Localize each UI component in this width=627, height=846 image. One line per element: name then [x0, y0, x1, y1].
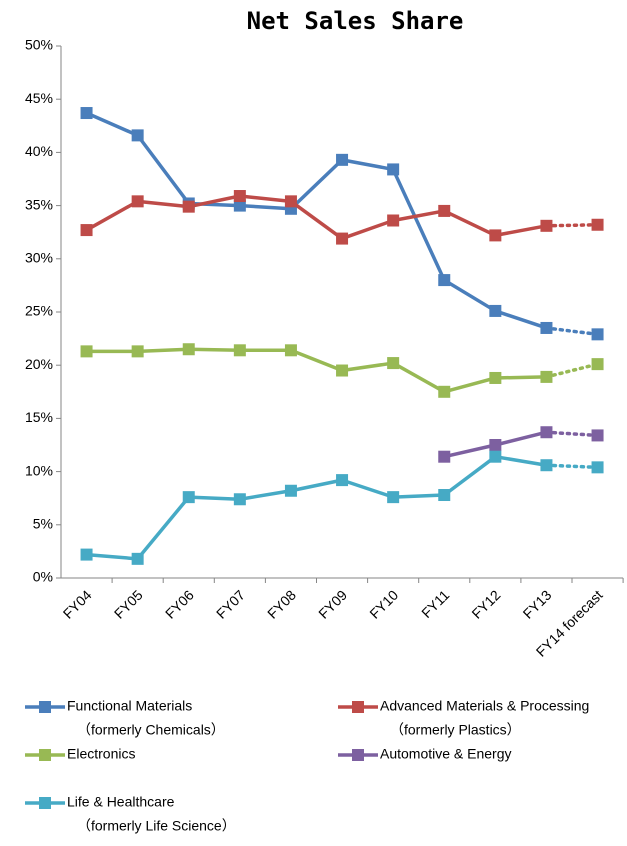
y-tick-label: 40%: [25, 143, 53, 159]
marker: [591, 218, 604, 231]
x-tick-label: FY12: [468, 587, 503, 622]
y-tick-label: 50%: [25, 37, 53, 53]
marker: [284, 195, 297, 208]
legend-label: Functional Materials: [67, 698, 192, 714]
series-line: [86, 347, 547, 394]
y-tick-label: 5%: [33, 516, 53, 532]
legend-marker: [352, 749, 364, 761]
marker: [387, 163, 400, 176]
marker: [438, 450, 451, 463]
series-line: [86, 454, 547, 561]
legend-sublabel: （formerly Plastics）: [390, 722, 521, 738]
forecast-line: [544, 326, 600, 337]
x-tick-label: FY10: [366, 587, 401, 622]
marker: [233, 190, 246, 203]
x-tick-label: FY08: [264, 587, 299, 622]
y-tick-label: 35%: [25, 196, 53, 212]
marker: [387, 491, 400, 504]
x-tick-label: FY06: [162, 587, 197, 622]
x-tick-label: FY07: [213, 587, 248, 622]
marker: [387, 214, 400, 227]
marker: [131, 345, 144, 358]
marker: [336, 232, 349, 245]
marker: [591, 358, 604, 371]
marker: [131, 552, 144, 565]
y-tick-label: 15%: [25, 409, 53, 425]
marker: [438, 274, 451, 287]
marker: [80, 548, 93, 561]
legend-marker: [39, 749, 51, 761]
marker: [233, 344, 246, 357]
y-tick-label: 30%: [25, 250, 53, 266]
marker: [591, 429, 604, 442]
y-tick-label: 0%: [33, 569, 53, 585]
x-tick-label: FY11: [418, 587, 452, 621]
marker: [336, 153, 349, 166]
marker: [489, 371, 502, 384]
legend-label: Automotive & Energy: [380, 746, 512, 762]
marker: [131, 195, 144, 208]
marker: [489, 229, 502, 242]
marker: [284, 484, 297, 497]
marker: [336, 474, 349, 487]
marker: [182, 200, 195, 213]
marker: [387, 357, 400, 370]
marker: [591, 328, 604, 341]
marker: [540, 370, 553, 383]
marker: [182, 491, 195, 504]
forecast-line: [544, 362, 600, 379]
x-tick-label: FY13: [520, 587, 555, 622]
y-tick-label: 20%: [25, 356, 53, 372]
x-tick-label: FY04: [60, 587, 95, 622]
marker: [489, 450, 502, 463]
legend-marker: [39, 701, 51, 713]
forecast-line: [544, 223, 600, 228]
y-tick-label: 10%: [25, 462, 53, 478]
marker: [131, 129, 144, 142]
marker: [438, 204, 451, 217]
forecast-line: [544, 463, 600, 470]
marker: [233, 493, 246, 506]
legend-label: Advanced Materials & Processing: [380, 698, 589, 714]
series-line: [85, 111, 548, 330]
series-line: [85, 194, 547, 241]
marker: [489, 304, 502, 317]
marker: [438, 489, 451, 502]
marker: [80, 345, 93, 358]
chart-title: Net Sales Share: [247, 7, 464, 35]
marker: [438, 385, 451, 398]
marker: [540, 321, 553, 334]
marker: [80, 107, 93, 120]
legend-sublabel: （formerly Chemicals）: [77, 722, 225, 738]
marker: [489, 439, 502, 451]
x-tick-label: FY09: [315, 587, 350, 622]
y-tick-label: 25%: [25, 303, 53, 319]
marker: [540, 219, 553, 232]
marker: [336, 364, 349, 377]
legend-label: Electronics: [67, 746, 135, 762]
legend-sublabel: （formerly Life Science）: [77, 818, 236, 834]
marker: [80, 224, 93, 237]
marker: [233, 199, 246, 212]
legend-label: Life & Healthcare: [67, 794, 175, 810]
y-tick-label: 45%: [25, 90, 53, 106]
marker: [591, 461, 604, 474]
marker: [540, 459, 553, 472]
legend-marker: [39, 797, 51, 809]
forecast-line: [544, 430, 600, 438]
legend-marker: [352, 701, 364, 713]
marker: [540, 426, 553, 439]
x-tick-label: FY05: [111, 587, 146, 622]
marker: [284, 344, 297, 357]
marker: [182, 343, 195, 356]
